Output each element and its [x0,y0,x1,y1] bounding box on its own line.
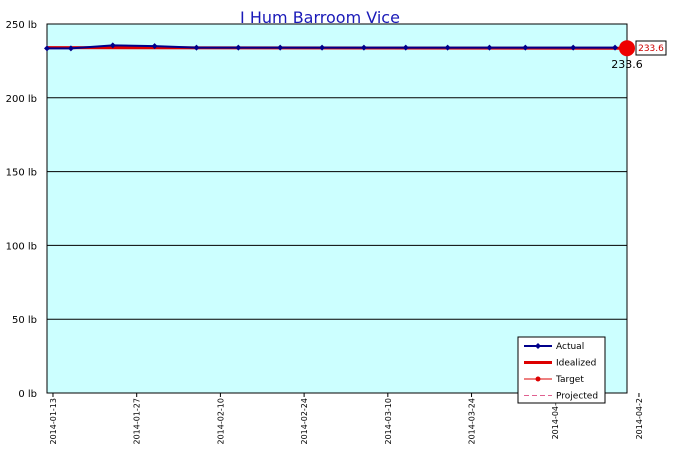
legend: Actual Idealized Target Projected [517,336,606,404]
end-value-callout: 233.6 [635,40,667,56]
series-layer [44,42,628,52]
data-point-actual [444,44,451,51]
y-tick-label: 0 lb [18,389,37,400]
legend-label: Target [555,375,584,385]
data-point-actual [151,43,158,50]
y-tick-label: 200 lb [6,94,37,105]
y-axis-ticks: 0 lb 50 lb 100 lb 150 lb 200 lb 250 lb [6,20,37,400]
data-point-actual [235,44,242,51]
legend-label: Projected [556,392,598,402]
data-point-actual [109,42,116,49]
end-value-label: 233.6 [611,58,643,71]
legend-label: Actual [556,342,584,352]
data-point-actual [44,45,50,52]
x-tick-label: 2014-03-24 [468,398,477,445]
data-point-actual [319,44,326,51]
data-point-actual [67,45,74,52]
x-tick-label: 2014-02-10 [216,398,225,445]
data-point-actual [570,44,577,51]
data-point-actual [486,44,493,51]
callout-value: 233.6 [638,44,664,54]
x-tick-label: 2014-01-27 [133,398,142,445]
data-point-actual [402,44,409,51]
data-point-actual [360,44,367,51]
chart-title: I Hum Barroom Vice [240,8,400,27]
x-tick-label: 2014-01-13 [49,398,58,445]
legend-marker [535,343,541,349]
grid-lines [47,97,627,320]
x-tick-label: 2014-04-2 [635,398,644,439]
legend-marker [535,376,541,382]
x-tick-label: 2014-03-10 [384,398,393,445]
x-tick-label: 2014-04-0 [551,398,560,439]
x-tick-label: 2014-02-24 [300,398,309,445]
y-tick-label: 50 lb [12,315,37,326]
y-tick-label: 150 lb [6,168,37,179]
y-tick-label: 100 lb [6,241,37,252]
data-point-actual [193,44,200,51]
x-axis-ticks: 2014-01-13 2014-01-27 2014-02-10 2014-02-24… [49,393,644,445]
plot-area [46,23,628,394]
legend-label: Idealized [556,359,596,369]
y-tick-label: 250 lb [6,20,37,31]
data-point-actual [522,44,529,51]
end-value-marker [619,40,635,57]
data-point-actual [277,44,284,51]
data-point-actual [612,44,619,51]
